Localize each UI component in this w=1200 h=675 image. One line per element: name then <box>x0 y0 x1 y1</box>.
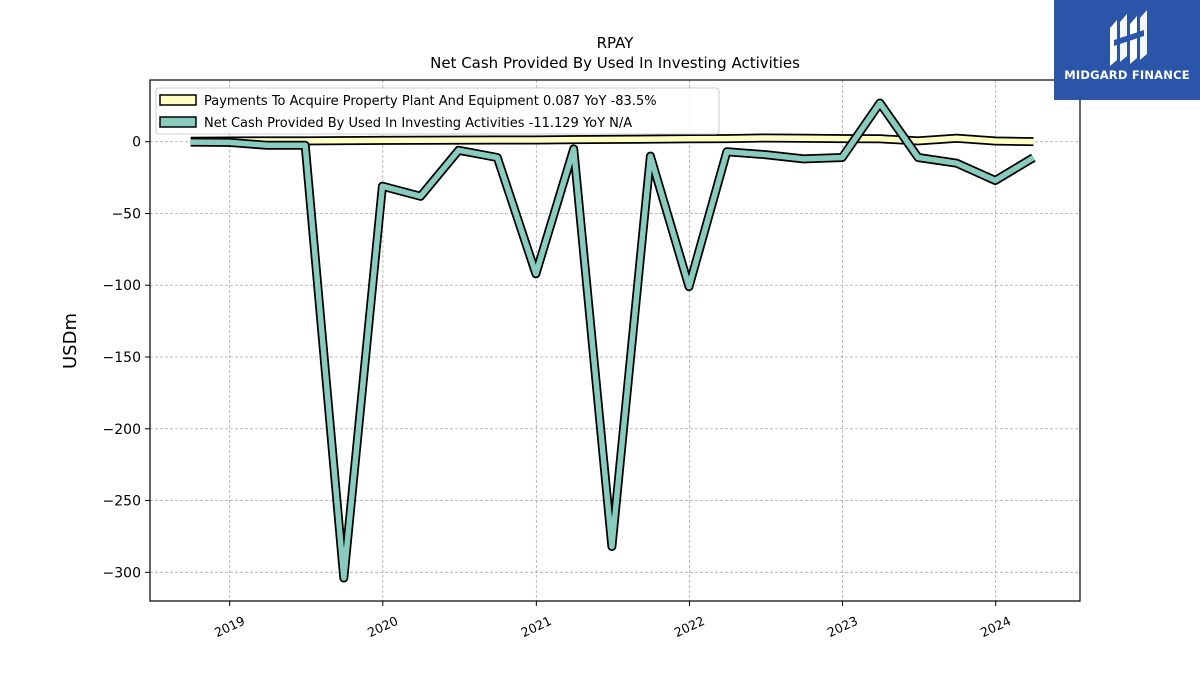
chart-subtitle: Net Cash Provided By Used In Investing A… <box>430 54 800 72</box>
legend: Payments To Acquire Property Plant And E… <box>155 87 720 135</box>
x-tick-label: 2024 <box>978 613 1013 640</box>
data-point <box>956 163 957 164</box>
data-point <box>535 273 536 274</box>
y-tick-label: −100 <box>103 278 141 294</box>
data-point <box>650 139 651 140</box>
data-point <box>343 578 344 579</box>
x-tick-label: 2020 <box>365 613 400 640</box>
chart-title: RPAY <box>597 34 635 52</box>
data-point <box>611 546 612 547</box>
data-point <box>764 154 765 155</box>
series-layer <box>190 98 1036 583</box>
series-0 <box>190 133 1034 147</box>
data-point <box>842 138 843 139</box>
series-line-outline <box>190 98 1036 583</box>
x-tick-label: 2022 <box>672 613 707 640</box>
data-point <box>190 142 191 143</box>
y-axis: 0 −50 −100 −150 −200 −250 −300 <box>103 135 150 581</box>
data-point <box>267 145 268 146</box>
data-point <box>535 139 536 140</box>
x-axis: 2019 2020 2021 2022 2023 2024 <box>212 601 1013 640</box>
series-line <box>190 135 1034 145</box>
legend-box <box>155 87 720 135</box>
data-point <box>650 156 651 157</box>
data-point <box>611 139 612 140</box>
data-point <box>382 140 383 141</box>
x-tick-label: 2021 <box>519 613 554 640</box>
y-tick-label: 0 <box>132 135 141 151</box>
brand-logo: MIDGARD FINANCE <box>1054 0 1200 100</box>
data-point <box>573 148 574 149</box>
y-tick-label: −250 <box>103 494 141 510</box>
data-point <box>726 151 727 152</box>
data-point <box>803 138 804 139</box>
data-point <box>842 157 843 158</box>
data-point <box>995 140 996 141</box>
data-point <box>918 140 919 141</box>
series-line <box>190 100 1035 581</box>
data-point <box>995 180 996 181</box>
plot-frame <box>149 79 1081 602</box>
x-tick-label: 2019 <box>212 613 247 640</box>
series-1 <box>190 98 1036 583</box>
data-point <box>382 186 383 187</box>
legend-label: Net Cash Provided By Used In Investing A… <box>204 116 632 131</box>
data-point <box>573 139 574 140</box>
data-point <box>956 138 957 139</box>
x-tick-label: 2023 <box>825 613 860 640</box>
data-point <box>803 158 804 159</box>
y-tick-label: −150 <box>103 350 141 366</box>
brand-name: MIDGARD FINANCE <box>1064 68 1190 82</box>
data-point <box>458 140 459 141</box>
data-point <box>879 138 880 139</box>
data-point <box>764 137 765 138</box>
data-point <box>1033 157 1034 158</box>
data-point <box>497 139 498 140</box>
data-point <box>879 102 880 103</box>
data-point <box>689 138 690 139</box>
y-tick-label: −300 <box>103 565 141 581</box>
data-point <box>497 157 498 158</box>
legend-label: Payments To Acquire Property Plant And E… <box>204 94 657 109</box>
legend-swatch <box>159 94 197 106</box>
y-tick-label: −200 <box>103 422 141 438</box>
data-point <box>229 142 230 143</box>
data-point <box>343 140 344 141</box>
data-point <box>1033 141 1034 142</box>
legend-swatch <box>159 116 197 128</box>
y-tick-label: −50 <box>111 206 141 222</box>
data-point <box>918 157 919 158</box>
data-point <box>420 196 421 197</box>
y-axis-label: USDm <box>60 313 81 369</box>
data-point <box>305 145 306 146</box>
data-point <box>420 140 421 141</box>
data-point <box>726 138 727 139</box>
data-point <box>689 286 690 287</box>
logo-mark-icon <box>1110 10 1147 66</box>
data-point <box>458 150 459 151</box>
